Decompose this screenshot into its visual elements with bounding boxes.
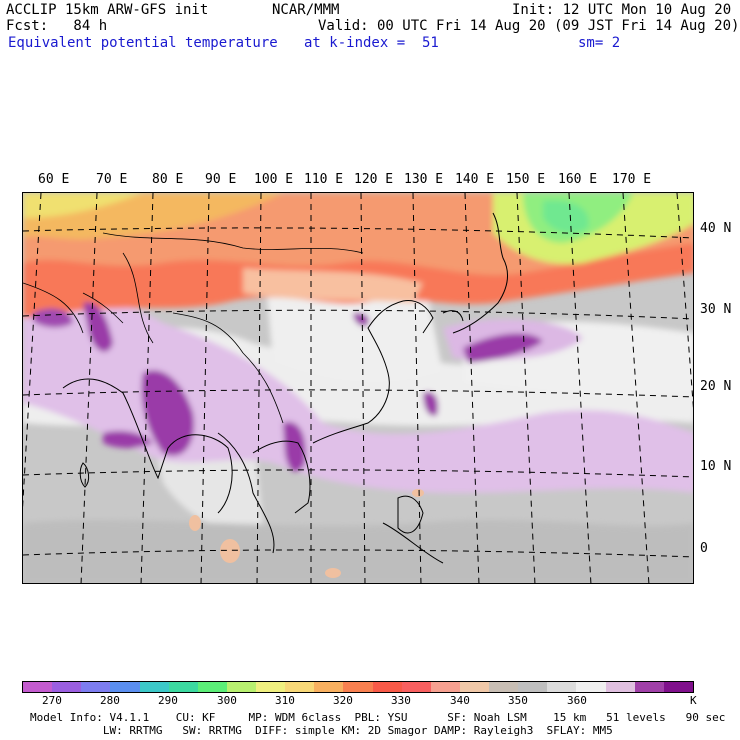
lon-label: 120 E: [354, 172, 394, 187]
colorbar-tick-label: 330: [391, 694, 411, 707]
colorbar-swatch: [81, 682, 111, 692]
lon-label: 170 E: [612, 172, 652, 187]
colorbar-tick-label: 300: [217, 694, 237, 707]
colorbar-tick-label: 320: [333, 694, 353, 707]
colorbar-swatch: [139, 682, 169, 692]
colorbar-swatch: [518, 682, 548, 692]
colorbar-swatch: [547, 682, 577, 692]
colorbar-tick-label: 290: [158, 694, 178, 707]
lon-label: 140 E: [455, 172, 495, 187]
colorbar-swatch: [23, 682, 53, 692]
lon-label: 110 E: [304, 172, 344, 187]
level-index: at k-index = 51: [304, 35, 439, 51]
colorbar-swatch: [256, 682, 286, 692]
field-shading: [23, 193, 693, 583]
colorbar-swatch: [605, 682, 635, 692]
lon-label: 60 E: [38, 172, 70, 187]
colorbar-swatch: [110, 682, 140, 692]
header-institution: NCAR/MMM: [272, 2, 340, 18]
model-info-line1: Model Info: V4.1.1 CU: KF MP: WDM 6class…: [30, 711, 726, 724]
colorbar-tick-label: 340: [450, 694, 470, 707]
colorbar-swatch: [576, 682, 606, 692]
colorbar-swatch: [663, 682, 693, 692]
colorbar-swatch: [430, 682, 460, 692]
colorbar-tick-label: 310: [275, 694, 295, 707]
header-model-title: ACCLIP 15km ARW-GFS init: [6, 2, 209, 18]
lon-label: 130 E: [404, 172, 444, 187]
colorbar-swatch: [314, 682, 344, 692]
lat-label: 20 N: [700, 379, 732, 394]
colorbar-swatch: [401, 682, 431, 692]
colorbar-swatch: [459, 682, 489, 692]
country-borders: [23, 232, 364, 424]
lon-label: 100 E: [254, 172, 294, 187]
colorbar-tick-label: 270: [42, 694, 62, 707]
field-name: Equivalent potential temperature: [8, 35, 278, 51]
lon-label: 90 E: [205, 172, 237, 187]
lat-label: 0: [700, 541, 708, 556]
lon-label: 150 E: [506, 172, 546, 187]
colorbar-swatch: [634, 682, 664, 692]
colorbar-tick-label: 350: [508, 694, 528, 707]
colorbar-tick-label: 360: [567, 694, 587, 707]
model-info-line2: LW: RRTMG SW: RRTMG DIFF: simple KM: 2D …: [30, 724, 613, 737]
colorbar-tick-label: 280: [100, 694, 120, 707]
colorbar-swatch: [168, 682, 198, 692]
colorbar-swatch: [343, 682, 373, 692]
colorbar-swatch: [372, 682, 402, 692]
colorbar-swatch: [197, 682, 227, 692]
colorbar-swatch: [489, 682, 519, 692]
header-init-time: Init: 12 UTC Mon 10 Aug 20: [512, 2, 732, 18]
colorbar-unit: K: [690, 694, 697, 707]
lat-label: 30 N: [700, 302, 732, 317]
lat-label: 40 N: [700, 221, 732, 236]
lon-label: 70 E: [96, 172, 128, 187]
warm-land-spots: [189, 489, 424, 578]
header-valid-time: Valid: 00 UTC Fri 14 Aug 20 (09 JST Fri …: [318, 18, 740, 34]
colorbar-swatch: [52, 682, 82, 692]
colorbar: [22, 681, 694, 693]
lat-label: 10 N: [700, 459, 732, 474]
header-forecast-hour: Fcst: 84 h: [6, 18, 108, 34]
graticule: [23, 193, 693, 583]
smoothing-label: sm= 2: [578, 35, 621, 51]
colorbar-swatch: [285, 682, 315, 692]
lon-label: 160 E: [558, 172, 598, 187]
lon-label: 80 E: [152, 172, 184, 187]
theta-e-map: [22, 192, 694, 584]
colorbar-swatch: [226, 682, 256, 692]
